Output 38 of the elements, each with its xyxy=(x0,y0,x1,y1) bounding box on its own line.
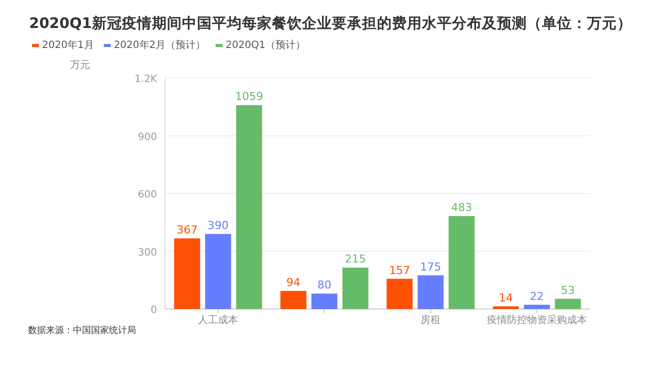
data-label: 14 xyxy=(498,291,513,304)
bar xyxy=(524,304,550,309)
legend-label: 2020Q1（预计） xyxy=(226,39,306,51)
data-label: 367 xyxy=(176,223,198,236)
bar xyxy=(205,234,232,309)
bar xyxy=(554,298,581,309)
x-tick-label: 房租 xyxy=(420,314,441,326)
y-axis-title: 万元 xyxy=(70,60,90,71)
data-label: 175 xyxy=(420,260,442,274)
legend-label: 2020年2月（预计） xyxy=(114,39,206,51)
bar xyxy=(174,238,200,309)
bar xyxy=(280,290,306,309)
y-tick-label: 600 xyxy=(138,190,157,200)
x-tick-label: 疫情防控物资采购成本 xyxy=(486,314,587,326)
bar xyxy=(448,216,475,309)
data-label: 22 xyxy=(530,290,544,303)
data-label: 53 xyxy=(560,284,575,297)
y-tick-label: 1.2K xyxy=(134,74,158,85)
bar xyxy=(386,278,413,309)
y-tick-label: 0 xyxy=(150,305,157,316)
data-label: 94 xyxy=(286,276,300,289)
y-tick-label: 900 xyxy=(138,132,157,143)
data-label: 1059 xyxy=(235,90,264,104)
x-tick-label: 人工成本 xyxy=(198,314,238,326)
data-label: 215 xyxy=(344,252,366,266)
bar xyxy=(492,306,519,309)
bar xyxy=(311,294,338,309)
y-tick-label: 300 xyxy=(138,247,157,258)
bar xyxy=(418,275,444,309)
bar xyxy=(342,268,368,309)
data-label: 157 xyxy=(389,264,410,277)
data-label: 390 xyxy=(208,218,229,232)
chart-title: 2020Q1新冠疫情期间中国平均每家餐饮企业要承担的费用水平分布及预测（单位：万元） xyxy=(29,14,632,32)
source-note: 数据来源：中国国家统计局 xyxy=(28,325,136,336)
bar xyxy=(236,105,262,309)
data-label: 80 xyxy=(317,278,332,292)
data-label: 483 xyxy=(451,201,472,214)
legend-label: 2020年1月 xyxy=(42,39,94,51)
